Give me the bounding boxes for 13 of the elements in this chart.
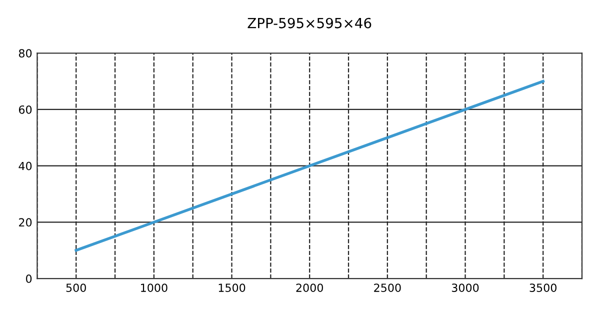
y-tick-label: 40: [18, 162, 32, 170]
x-tick-label: 2000: [296, 284, 323, 292]
y-tick-label: 60: [18, 105, 32, 114]
x-tick-label: 1000: [141, 284, 168, 292]
y-tick-label: 80: [18, 49, 32, 58]
y-tick-label: 0: [26, 274, 32, 283]
x-tick-label: 2500: [374, 284, 401, 292]
x-tick-label: 500: [66, 284, 86, 292]
x-tick-label: 3000: [452, 284, 479, 292]
y-tick-label: 20: [19, 218, 32, 227]
x-tick-label: 3500: [530, 284, 556, 292]
chart-title: ZPP-595×595×46: [248, 18, 372, 28]
x-tick-label: 1500: [218, 284, 246, 292]
